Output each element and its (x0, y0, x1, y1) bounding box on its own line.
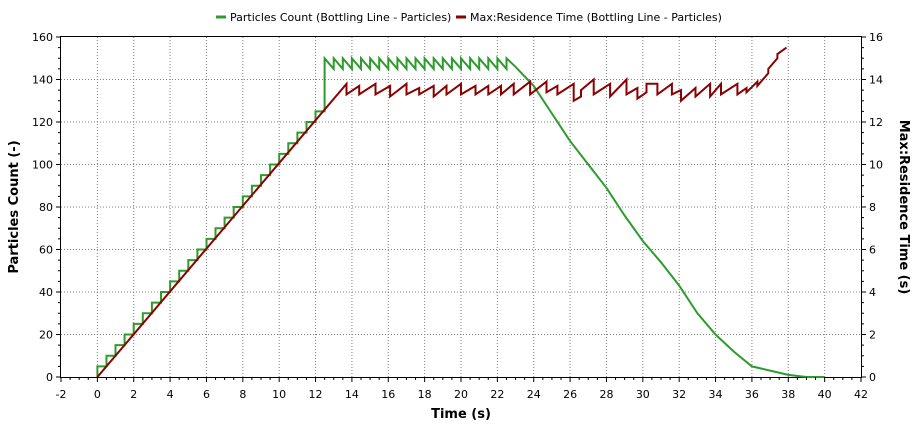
y-left-tick-label: 0 (46, 371, 53, 384)
legend-item-particles-count: Particles Count (Bottling Line - Particl… (216, 11, 451, 24)
y-left-tick-label: 140 (32, 74, 53, 87)
y-left-tick-label: 40 (39, 286, 53, 299)
x-tick-label: 36 (745, 388, 759, 401)
y-right-tick-label: 0 (869, 371, 876, 384)
series-max-residence-time-line (96, 46, 788, 378)
y-left-tick-label: 60 (39, 244, 53, 257)
grid (61, 37, 861, 377)
legend: Particles Count (Bottling Line - Particl… (216, 11, 722, 24)
y-right-tick-label: 6 (869, 244, 876, 257)
x-tick-label: 20 (454, 388, 468, 401)
x-tick-label: 2 (130, 388, 137, 401)
y-left-axis-title: Particles Count (-) (7, 140, 22, 273)
x-axis-title: Time (s) (431, 407, 491, 422)
x-axis-ticks: -2 0 2 4 6 8 10 12 14 16 18 20 22 24 26 28 30 32 34 36 38 40 4… (56, 377, 868, 401)
y-right-tick-label: 2 (869, 329, 876, 342)
x-tick-label: 38 (781, 388, 795, 401)
x-tick-label: 14 (345, 388, 359, 401)
y-left-tick-label: 120 (32, 116, 53, 129)
x-tick-label: 30 (636, 388, 650, 401)
y-right-tick-label: 10 (869, 159, 883, 172)
y-left-tick-label: 100 (32, 159, 53, 172)
y-right-tick-label: 4 (869, 286, 876, 299)
x-tick-label: 32 (672, 388, 686, 401)
x-tick-label: 24 (527, 388, 541, 401)
x-tick-label: 18 (418, 388, 432, 401)
x-tick-label: 10 (272, 388, 286, 401)
y-left-tick-label: 20 (39, 329, 53, 342)
y-left-axis-ticks: 0 20 40 60 80 100 120 140 160 (32, 31, 61, 384)
x-tick-label: 6 (203, 388, 210, 401)
x-tick-label: 12 (309, 388, 323, 401)
y-right-tick-label: 14 (869, 74, 883, 87)
y-right-tick-label: 12 (869, 116, 883, 129)
y-right-tick-label: 16 (869, 31, 883, 44)
x-tick-label: 16 (381, 388, 395, 401)
y-left-tick-label: 160 (32, 31, 53, 44)
x-tick-label: 34 (709, 388, 723, 401)
x-tick-label: 0 (94, 388, 101, 401)
x-tick-label: 22 (490, 388, 504, 401)
legend-label: Particles Count (Bottling Line - Particl… (230, 11, 451, 24)
y-left-tick-label: 80 (39, 201, 53, 214)
x-tick-label: 42 (854, 388, 868, 401)
legend-item-max-residence-time: Max:Residence Time (Bottling Line - Part… (456, 11, 722, 24)
y-right-tick-label: 8 (869, 201, 876, 214)
y-right-axis-title: Max:Residence Time (s) (896, 120, 911, 295)
x-tick-label: 40 (818, 388, 832, 401)
legend-label: Max:Residence Time (Bottling Line - Part… (470, 11, 722, 24)
x-tick-label: 8 (239, 388, 246, 401)
x-tick-label: 4 (167, 388, 174, 401)
x-tick-label: 26 (563, 388, 577, 401)
series-layer (96, 46, 825, 378)
y-right-axis-ticks: 0 2 4 6 8 10 12 14 16 (861, 31, 883, 384)
x-tick-label: -2 (56, 388, 67, 401)
x-tick-label: 28 (599, 388, 613, 401)
